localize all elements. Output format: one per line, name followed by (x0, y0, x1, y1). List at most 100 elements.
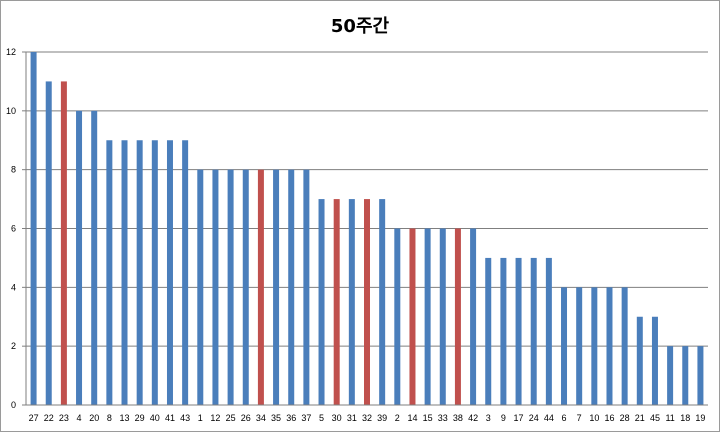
y-tick-label: 10 (6, 106, 16, 116)
y-tick-label: 4 (11, 282, 16, 292)
bar-16 (606, 287, 613, 405)
bar-3 (485, 257, 492, 405)
bar-2 (394, 228, 401, 405)
bar-27 (30, 52, 37, 405)
bar-22 (45, 81, 52, 406)
bar-19 (697, 346, 704, 405)
x-tick-label: 4 (77, 413, 82, 423)
x-tick-label: 39 (377, 413, 387, 423)
x-tick-label: 9 (501, 413, 506, 423)
bar-8 (106, 140, 113, 405)
x-tick-label: 36 (286, 413, 296, 423)
bar-5 (318, 199, 325, 405)
bar-11 (667, 346, 674, 405)
bar-28 (621, 287, 628, 405)
bar-44 (545, 257, 552, 405)
x-tick-label: 13 (120, 413, 130, 423)
x-tick-label: 44 (544, 413, 554, 423)
bar-21 (636, 316, 643, 405)
x-tick-label: 22 (44, 413, 54, 423)
x-tick-label: 29 (135, 413, 145, 423)
bar-14 (409, 228, 416, 405)
x-tick-label: 1 (198, 413, 203, 423)
x-tick-label: 35 (271, 413, 281, 423)
x-tick-label: 19 (695, 413, 705, 423)
bar-13 (121, 140, 128, 405)
x-tick-label: 38 (453, 413, 463, 423)
bar-33 (439, 228, 446, 405)
bar-15 (424, 228, 431, 405)
bar-37 (303, 169, 310, 405)
x-tick-label: 17 (514, 413, 524, 423)
x-tick-label: 26 (241, 413, 251, 423)
bar-41 (166, 140, 173, 405)
bar-30 (333, 199, 340, 405)
x-tick-label: 12 (210, 413, 220, 423)
x-tick-label: 14 (407, 413, 417, 423)
y-tick-label: 6 (11, 224, 16, 234)
bar-29 (136, 140, 143, 405)
x-tick-label: 2 (395, 413, 400, 423)
y-tick-label: 0 (11, 400, 16, 410)
x-tick-label: 18 (680, 413, 690, 423)
bar-24 (530, 257, 537, 405)
x-axis-ticks: 27 22 23 4 20 8 13 29 40 41 43 1 12 25 26 34 35 36 37 5 30 31… (29, 413, 706, 423)
x-tick-label: 45 (650, 413, 660, 423)
bar-9 (500, 257, 507, 405)
axes (25, 52, 708, 406)
bar-23 (60, 81, 67, 406)
x-tick-label: 7 (577, 413, 582, 423)
bar-31 (348, 199, 355, 405)
bar-18 (682, 346, 689, 405)
y-tick-label: 2 (11, 341, 16, 351)
bar-39 (379, 199, 386, 405)
bar-43 (182, 140, 189, 405)
x-tick-label: 28 (620, 413, 630, 423)
y-tick-label: 12 (6, 47, 16, 57)
bar-17 (515, 257, 522, 405)
x-tick-label: 34 (256, 413, 266, 423)
x-tick-label: 15 (423, 413, 433, 423)
x-tick-label: 5 (319, 413, 324, 423)
x-tick-label: 33 (438, 413, 448, 423)
bar-40 (151, 140, 158, 405)
x-tick-label: 27 (29, 413, 39, 423)
bar-4 (76, 110, 83, 405)
x-tick-label: 43 (180, 413, 190, 423)
x-tick-label: 3 (486, 413, 491, 423)
x-tick-label: 8 (107, 413, 112, 423)
x-tick-label: 23 (59, 413, 69, 423)
x-tick-label: 16 (604, 413, 614, 423)
y-axis-ticks: 0 2 4 6 8 10 12 (6, 47, 26, 410)
bar-34 (257, 169, 264, 405)
y-tick-label: 8 (11, 165, 16, 175)
x-tick-label: 40 (150, 413, 160, 423)
x-tick-label: 25 (226, 413, 236, 423)
bar-26 (242, 169, 249, 405)
x-tick-label: 32 (362, 413, 372, 423)
bars (30, 52, 704, 406)
x-tick-label: 31 (347, 413, 357, 423)
bar-1 (197, 169, 204, 405)
bar-7 (576, 287, 583, 405)
bar-45 (651, 316, 658, 405)
x-tick-label: 20 (89, 413, 99, 423)
bar-42 (470, 228, 477, 405)
bar-25 (227, 169, 234, 405)
bar-35 (273, 169, 280, 405)
x-tick-label: 30 (332, 413, 342, 423)
bar-6 (561, 287, 568, 405)
x-tick-label: 6 (562, 413, 567, 423)
x-tick-label: 21 (635, 413, 645, 423)
bar-38 (454, 228, 461, 405)
x-tick-label: 41 (165, 413, 175, 423)
bar-20 (91, 110, 98, 405)
bar-12 (212, 169, 219, 405)
bar-36 (288, 169, 295, 405)
bar-10 (591, 287, 598, 405)
x-tick-label: 10 (589, 413, 599, 423)
chart-title: 50주간 (330, 16, 390, 37)
x-tick-label: 42 (468, 413, 478, 423)
